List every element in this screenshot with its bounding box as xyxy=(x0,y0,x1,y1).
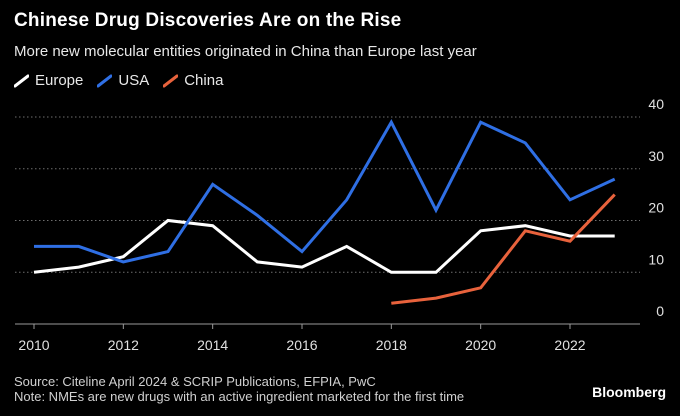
chart-title: Chinese Drug Discoveries Are on the Rise xyxy=(14,10,402,31)
x-tick-label-2022: 2022 xyxy=(554,337,585,353)
x-tick-label-2012: 2012 xyxy=(108,337,139,353)
series-line-usa xyxy=(34,119,616,264)
legend-label-usa: USA xyxy=(118,72,150,89)
legend-item-usa: USA xyxy=(97,72,149,89)
y-tick-label-40: 40 xyxy=(648,96,664,112)
legend-swatch-china xyxy=(163,74,179,87)
legend-label-china: China xyxy=(184,72,224,89)
y-tick-label-0: 0 xyxy=(656,303,664,319)
legend-swatch-usa xyxy=(97,74,113,87)
series-line-europe xyxy=(33,218,615,274)
x-tick-label-2016: 2016 xyxy=(286,337,317,353)
legend-label-europe: Europe xyxy=(35,72,84,89)
legend: Europe USA China xyxy=(14,72,237,89)
source-note: Source: Citeline April 2024 & SCRIP Publ… xyxy=(14,374,376,389)
x-tick-label-2014: 2014 xyxy=(197,337,228,353)
x-tick-label-2010: 2010 xyxy=(18,337,49,353)
legend-item-china: China xyxy=(163,72,223,89)
footnote: Note: NMEs are new drugs with an active … xyxy=(14,389,465,404)
chart-subtitle: More new molecular entities originated i… xyxy=(14,43,477,60)
y-tick-label-10: 10 xyxy=(648,251,664,267)
x-tick-label-2020: 2020 xyxy=(465,337,496,353)
legend-swatch-europe xyxy=(14,74,29,87)
y-tick-label-30: 30 xyxy=(648,148,664,164)
series-line-china xyxy=(391,193,616,305)
x-tick-label-2018: 2018 xyxy=(376,337,407,353)
legend-item-europe: Europe xyxy=(14,72,83,89)
y-tick-label-20: 20 xyxy=(648,200,664,216)
bloomberg-logo: Bloomberg xyxy=(592,384,666,400)
